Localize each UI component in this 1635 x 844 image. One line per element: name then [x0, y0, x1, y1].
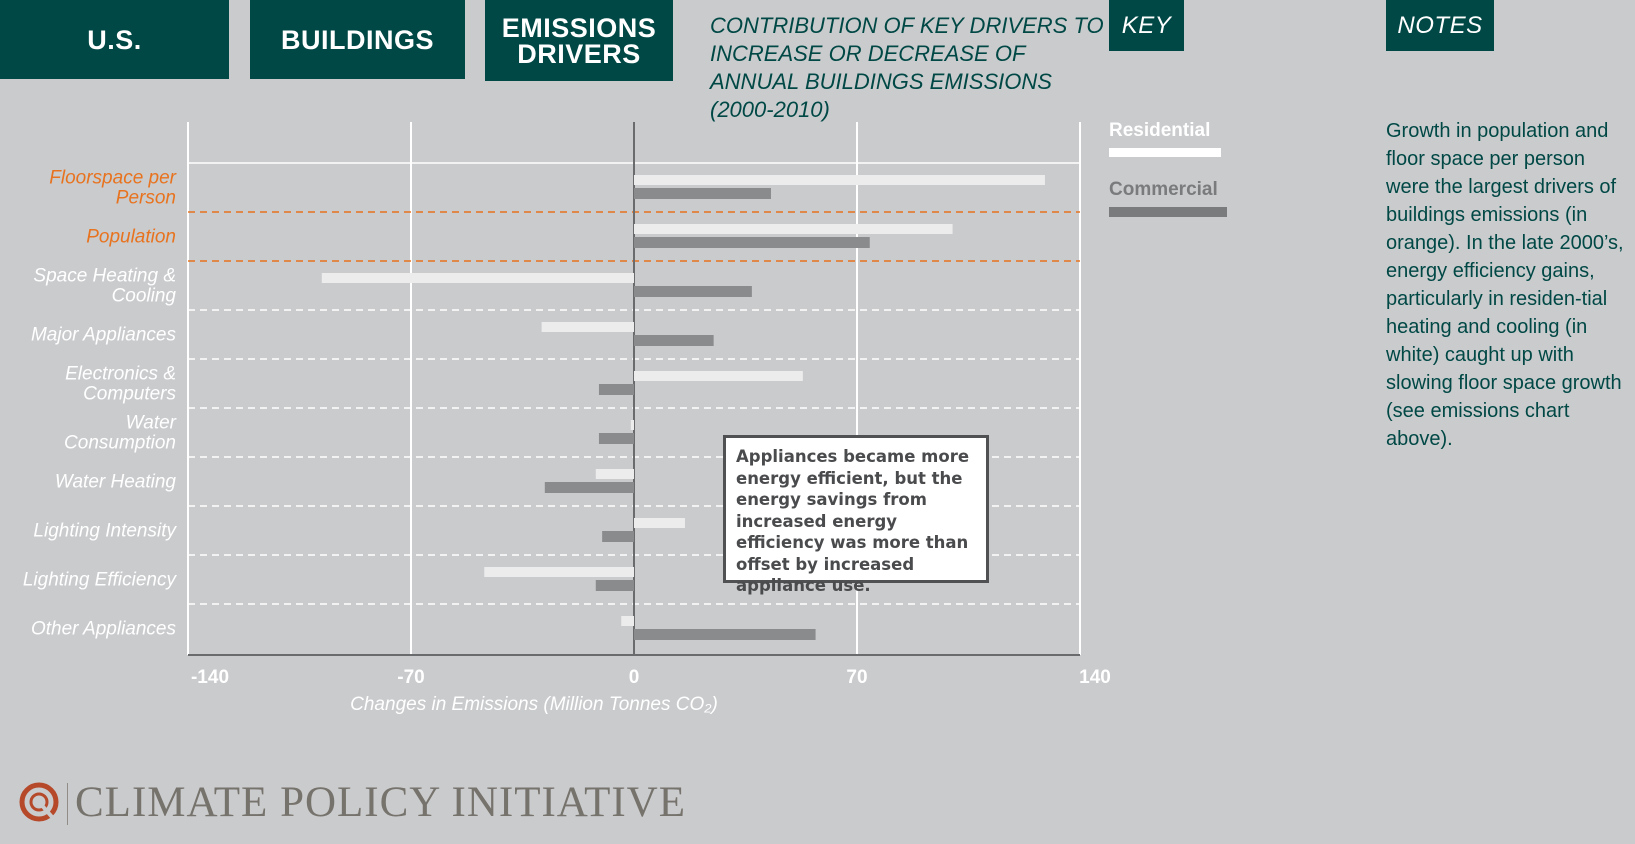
- drivers-bar-chart: Floorspace per Person Population Space Heat…: [23, 122, 1111, 715]
- bar-residential-5: [630, 420, 634, 430]
- bar-commercial-7: [602, 531, 634, 542]
- tab-drivers-line1: EMISSIONS: [501, 12, 657, 43]
- bar-residential-9: [621, 616, 634, 626]
- category-label-line: Consumption: [64, 433, 176, 454]
- category-label-line: Person: [116, 188, 176, 209]
- bar-residential-4: [634, 371, 803, 381]
- category-label-line: Computers: [83, 384, 176, 405]
- tab-buildings-label: BUILDINGS: [281, 24, 434, 55]
- key-heading: KEY: [1109, 0, 1184, 51]
- category-label-6: Water Heating: [55, 472, 177, 493]
- tab-emissions-drivers-label: EMISSIONS DRIVERS: [501, 12, 657, 69]
- legend-commercial-label: Commercial: [1109, 179, 1218, 200]
- x-tick-label-1: -70: [397, 667, 424, 688]
- bar-residential-3: [541, 322, 634, 332]
- category-label-9: Other Appliances: [31, 619, 177, 640]
- category-label-line: Major Appliances: [31, 325, 177, 346]
- category-label-line: Floorspace per: [49, 168, 176, 189]
- tab-us-label: U.S.: [87, 24, 142, 55]
- legend-residential-label: Residential: [1109, 120, 1211, 141]
- category-label-line: Other Appliances: [31, 619, 177, 640]
- bar-commercial-0: [634, 188, 771, 199]
- category-label-5: Water Consumption: [64, 413, 177, 454]
- bar-commercial-3: [634, 335, 714, 346]
- x-tick-label-2: 0: [629, 667, 640, 688]
- category-label-7: Lighting Intensity: [33, 521, 177, 542]
- tab-buildings[interactable]: BUILDINGS: [250, 0, 465, 79]
- key-heading-label: KEY: [1121, 11, 1172, 39]
- tab-drivers-line2: DRIVERS: [517, 38, 641, 69]
- bar-residential-7: [634, 518, 685, 528]
- tab-emissions-drivers[interactable]: EMISSIONS DRIVERS: [485, 0, 673, 81]
- category-label-line: Cooling: [112, 286, 177, 307]
- bar-commercial-1: [634, 237, 870, 248]
- notes-text: Growth in population and floor space per…: [1386, 120, 1624, 450]
- bar-residential-2: [321, 273, 634, 283]
- bar-residential-1: [634, 224, 953, 234]
- category-label-0: Floorspace per Person: [49, 168, 176, 209]
- category-label-2: Space Heating & Cooling: [33, 266, 176, 307]
- bar-commercial-9: [634, 629, 816, 640]
- x-tick-label-3: 70: [846, 667, 867, 688]
- bar-commercial-8: [595, 580, 634, 591]
- category-label-1: Population: [86, 227, 176, 248]
- category-label-line: Water: [126, 413, 177, 434]
- bar-commercial-6: [544, 482, 634, 493]
- chart-title: CONTRIBUTION OF KEY DRIVERS TO INCREASE …: [710, 13, 1104, 122]
- bar-residential-8: [484, 567, 634, 577]
- bar-residential-6: [595, 469, 634, 479]
- category-label-8: Lighting Efficiency: [23, 570, 178, 591]
- category-label-line: Water Heating: [55, 472, 177, 493]
- bar-residential-0: [634, 175, 1045, 185]
- tab-us[interactable]: U.S.: [0, 0, 229, 79]
- x-axis-label: Changes in Emissions (Million Tonnes CO₂…: [350, 694, 718, 715]
- footer-org-name: CLIMATE POLICY INITIATIVE: [75, 779, 686, 826]
- category-label-line: Lighting Efficiency: [23, 570, 178, 591]
- climate-policy-initiative-logo-icon: [19, 782, 59, 822]
- notes-heading: NOTES: [1386, 0, 1494, 51]
- bar-commercial-4: [598, 384, 634, 395]
- category-label-4: Electronics & Computers: [65, 364, 176, 405]
- category-label-3: Major Appliances: [31, 325, 177, 346]
- footer-divider: [67, 783, 68, 825]
- category-label-line: Population: [86, 227, 176, 248]
- x-tick-label-4: 140: [1079, 667, 1111, 688]
- appliances-callout: Appliances became more energy efficient,…: [723, 435, 989, 595]
- category-label-line: Space Heating &: [33, 266, 176, 287]
- category-label-line: Electronics &: [65, 364, 176, 385]
- bar-commercial-5: [598, 433, 634, 444]
- notes-heading-label: NOTES: [1397, 11, 1483, 39]
- category-label-line: Lighting Intensity: [33, 521, 177, 542]
- bar-commercial-2: [634, 286, 752, 297]
- x-tick-label-0: -140: [191, 667, 229, 688]
- legend-commercial-swatch: [1109, 207, 1227, 217]
- legend-residential-swatch: [1109, 148, 1221, 157]
